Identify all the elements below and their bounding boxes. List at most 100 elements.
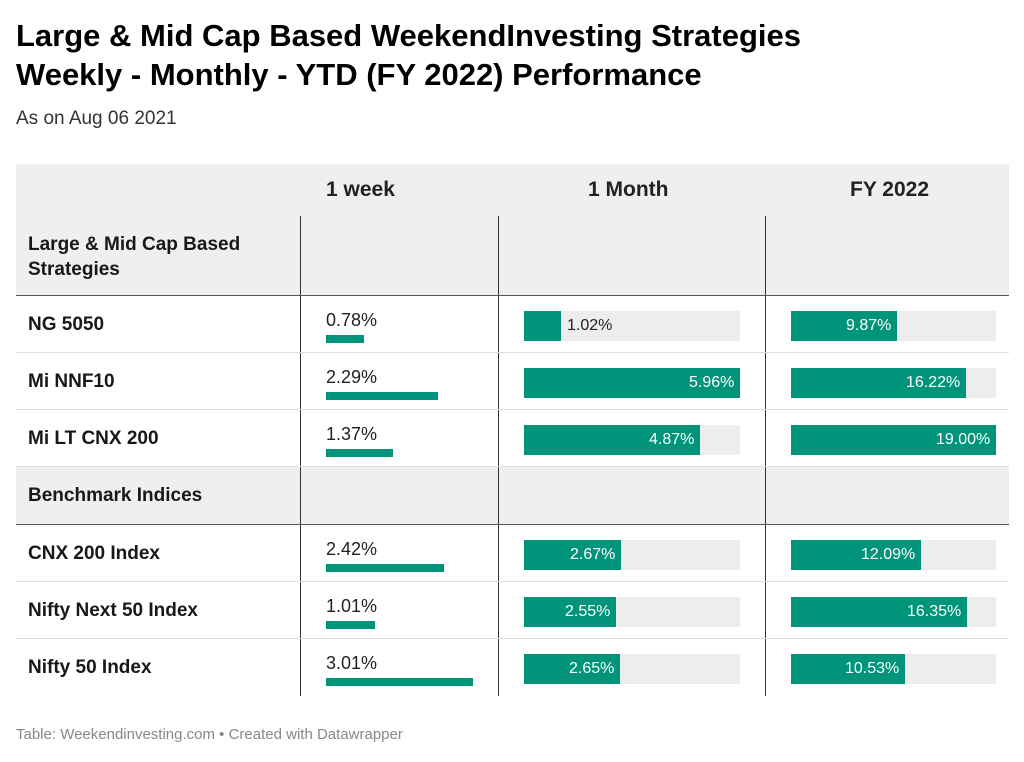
fy-bar [791,368,966,398]
group-row: Large & Mid Cap Based Strategies [16,216,1009,296]
month-value: 2.55% [565,603,611,620]
table-body: Large & Mid Cap Based Strategies NG 5050 0… [16,216,1009,696]
week-bar [326,621,375,629]
week-value: 2.42% [326,539,378,559]
fy-cell: 12.09% [791,540,996,570]
month-cell: 1.02% [524,311,740,341]
column-divider [765,582,766,638]
month-value: 1.02% [567,317,613,334]
month-value: 5.96% [689,374,735,391]
week-value: 2.29% [326,367,378,387]
fy-bar [791,311,897,341]
column-divider [765,639,766,696]
column-divider [498,216,499,295]
row-label: Mi NNF10 [28,371,115,392]
month-cell: 2.65% [524,654,740,684]
column-divider [498,525,499,581]
column-divider [765,353,766,409]
column-divider [300,582,301,638]
column-header-fy: FY 2022 [850,178,930,201]
group-label: Benchmark Indices [28,485,203,506]
week-value: 1.01% [326,596,378,616]
column-header-week: 1 week [326,178,395,201]
month-cell: 2.67% [524,540,740,570]
week-bar [326,564,444,572]
fy-value: 16.22% [906,374,961,391]
column-divider [498,353,499,409]
month-cell: 2.55% [524,597,740,627]
month-bar [524,368,740,398]
column-divider [765,216,766,295]
month-bar [524,654,620,684]
week-value: 1.37% [326,424,378,444]
week-bar [326,392,438,400]
week-cell: 2.29% [326,353,496,410]
fy-cell: 10.53% [791,654,996,684]
month-bar [524,597,616,627]
column-divider [300,216,301,295]
table-row: Mi LT CNX 200 1.37% 4.87% 19.00% [16,410,1009,467]
column-divider [300,467,301,524]
fy-cell: 19.00% [791,425,996,455]
fy-cell: 16.22% [791,368,996,398]
month-bar [524,540,621,570]
table-row: NG 5050 0.78% 1.02% 9.87% [16,296,1009,353]
column-divider [300,410,301,466]
fy-value: 12.09% [861,546,916,563]
fy-value: 9.87% [846,317,892,334]
column-divider [300,296,301,352]
group-row: Benchmark Indices [16,467,1009,525]
source-note: Table: Weekendinvesting.com • Created wi… [16,726,403,743]
week-cell: 1.37% [326,410,496,467]
column-divider [300,353,301,409]
column-divider [498,467,499,524]
month-bar [524,311,561,341]
table-header: 1 week 1 Month FY 2022 [16,164,1009,216]
week-bar [326,449,393,457]
column-divider [765,410,766,466]
week-bar [326,678,473,686]
month-value: 4.87% [649,431,695,448]
week-cell: 3.01% [326,639,496,696]
chart-title: Large & Mid Cap Based WeekendInvesting S… [16,16,801,94]
fy-value: 10.53% [845,660,900,677]
column-divider [765,525,766,581]
performance-table: 1 week 1 Month FY 2022 Large & Mid Cap B… [16,164,1009,696]
column-divider [765,467,766,524]
row-label: NG 5050 [28,314,105,335]
column-divider [498,582,499,638]
month-cell: 5.96% [524,368,740,398]
week-value: 3.01% [326,653,378,673]
row-label: Nifty Next 50 Index [28,600,198,621]
fy-value: 19.00% [936,431,991,448]
fy-value: 16.35% [907,603,962,620]
table-row: CNX 200 Index 2.42% 2.67% 12.09% [16,525,1009,582]
column-divider [765,296,766,352]
table-row: Mi NNF10 2.29% 5.96% 16.22% [16,353,1009,410]
fy-bar [791,540,921,570]
table-row: Nifty Next 50 Index 1.01% 2.55% 16.35% [16,582,1009,639]
column-divider [498,410,499,466]
week-bar [326,335,364,343]
week-cell: 0.78% [326,296,496,353]
fy-cell: 9.87% [791,311,996,341]
column-divider [498,296,499,352]
group-label: Large & Mid Cap Based Strategies [28,234,241,280]
row-label: Mi LT CNX 200 [28,428,159,449]
chart-subtitle: As on Aug 06 2021 [16,108,177,129]
week-cell: 1.01% [326,582,496,639]
column-header-month: 1 Month [588,178,669,201]
column-divider [498,639,499,696]
row-label: Nifty 50 Index [28,657,152,678]
week-value: 0.78% [326,310,378,330]
fy-bar [791,425,996,455]
fy-bar [791,654,905,684]
title-line-1: Large & Mid Cap Based WeekendInvesting S… [16,18,801,53]
row-label: CNX 200 Index [28,543,160,564]
week-cell: 2.42% [326,525,496,582]
column-divider [300,639,301,696]
column-divider [300,525,301,581]
title-line-2: Weekly - Monthly - YTD (FY 2022) Perform… [16,57,702,92]
fy-bar [791,597,967,627]
month-value: 2.67% [570,546,616,563]
